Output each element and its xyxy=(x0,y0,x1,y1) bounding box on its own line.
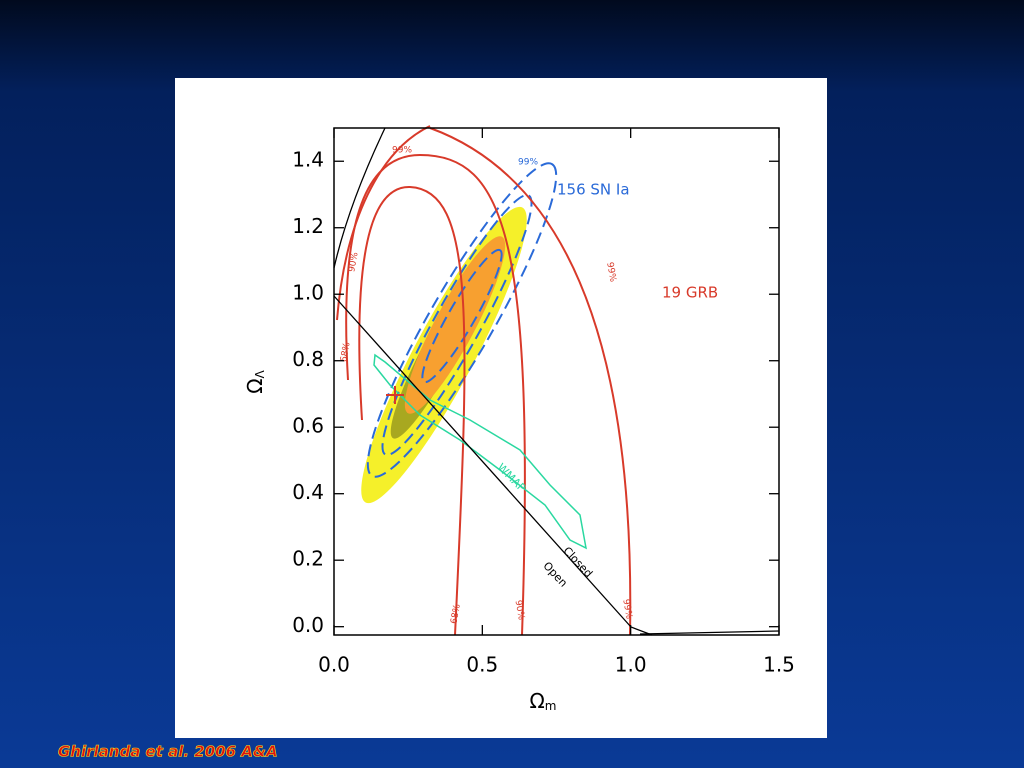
x-tick-label: 0.5 xyxy=(466,653,498,677)
contours xyxy=(333,125,780,636)
y-tick-label: 0.6 xyxy=(292,414,324,438)
y-tick-label: 0.8 xyxy=(292,347,324,371)
y-tick-label: 1.4 xyxy=(292,148,324,172)
annotation: 99% xyxy=(604,261,617,283)
annotation: 156 SN Ia xyxy=(557,181,630,199)
annotation: 99% xyxy=(518,158,538,168)
x-tick-label: 1.0 xyxy=(615,653,647,677)
y-tick-label: 0.4 xyxy=(292,480,324,504)
y-tick-label: 1.0 xyxy=(292,281,324,305)
y-tick-label: 0.0 xyxy=(292,613,324,637)
x-tick-label: 0.0 xyxy=(318,653,350,677)
annotation: 19 GRB xyxy=(662,284,718,302)
y-tick-label: 0.2 xyxy=(292,547,324,571)
caption: Ghirlanda et al. 2006 A&A xyxy=(58,743,278,761)
annotation: 90% xyxy=(512,599,525,621)
panel xyxy=(175,78,827,738)
y-tick-label: 1.2 xyxy=(292,214,324,238)
annotation: 68% xyxy=(449,603,462,625)
x-tick-label: 1.5 xyxy=(763,653,795,677)
x-axis-label: Ωm xyxy=(530,689,557,713)
annotation: 99% xyxy=(620,598,633,620)
annotation: 90% xyxy=(347,251,360,273)
plot-frame xyxy=(333,127,780,636)
y-axis-label: ΩΛ xyxy=(243,369,267,393)
annotation: 99% xyxy=(392,146,412,156)
annotation: 68% xyxy=(339,341,352,363)
